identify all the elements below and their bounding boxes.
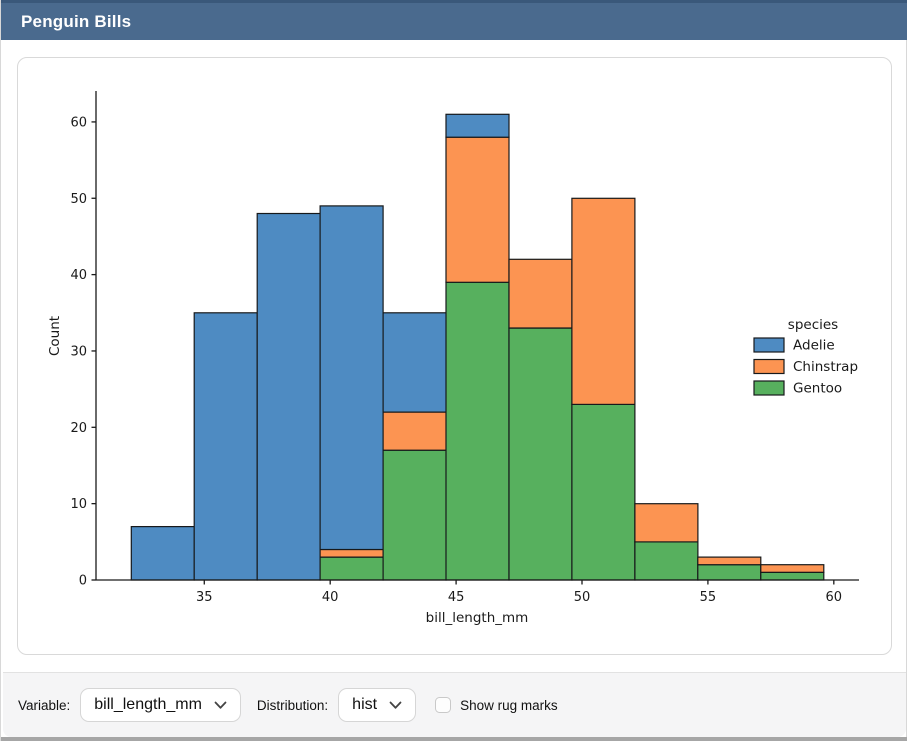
distribution-select[interactable]: hist	[338, 688, 417, 722]
variable-select-value: bill_length_mm	[94, 696, 202, 713]
page-title: Penguin Bills	[21, 11, 132, 31]
variable-label: Variable:	[18, 697, 71, 713]
distribution-select-value: hist	[352, 696, 378, 713]
variable-select[interactable]: bill_length_mm	[80, 688, 241, 722]
bottom-toolbar: Variable: bill_length_mm Distribution: h…	[3, 672, 906, 737]
app-header: Penguin Bills	[1, 0, 907, 40]
chart-card	[17, 57, 892, 655]
rug-checkbox-label: Show rug marks	[460, 697, 558, 713]
rug-checkbox[interactable]	[435, 697, 452, 713]
chevron-down-icon	[214, 701, 227, 710]
chevron-down-icon	[389, 701, 402, 710]
window-bottom-edge	[1, 737, 907, 741]
distribution-label: Distribution:	[256, 697, 329, 713]
